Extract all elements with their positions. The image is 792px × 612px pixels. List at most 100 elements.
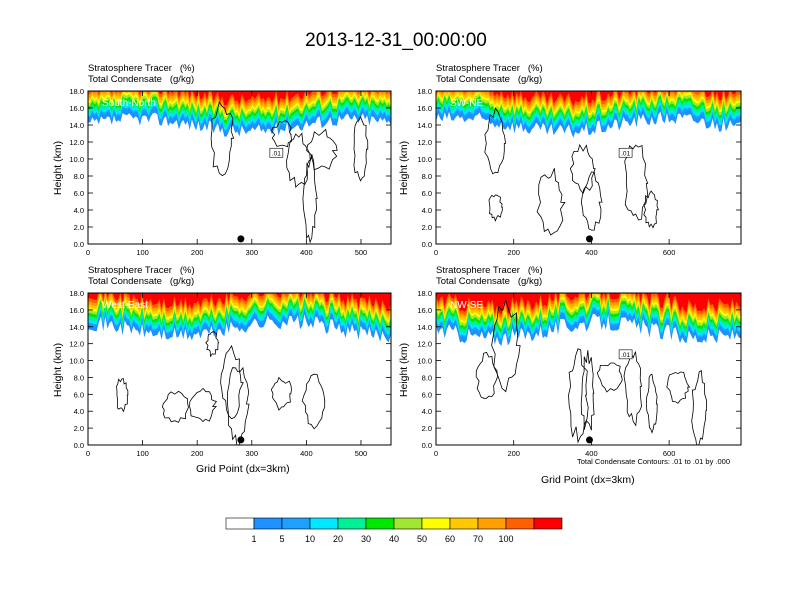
contour-label: .01 [621,352,630,359]
y-tick-label: 10.0 [417,155,432,164]
condensate-contour [624,144,649,221]
y-tick-label: 18.0 [69,87,84,96]
x-tick-label: 200 [507,248,520,257]
y-tick-label: 8.0 [74,172,84,181]
label-bar-swatch [281,517,311,530]
condensate-contour [270,376,292,411]
y-tick-label: 14.0 [417,323,432,332]
panel-1: South-North .01 0.0 2.0 4.0 6.0 8.0 10.0 12.0 14.… [69,87,392,257]
y-tick-label: 16.0 [69,104,84,113]
y-tick-label: 6.0 [422,390,432,399]
y-tick-label: 0.0 [422,240,432,249]
label-bar-swatch [365,517,395,530]
y-tick-label: 14.0 [69,323,84,332]
y-tick-label: 6.0 [74,189,84,198]
panel-sub-2: Stratosphere Tracer (%) Total Condensate … [436,63,543,85]
contour-label: .01 [621,150,630,157]
condensate-contour [484,107,507,175]
y-tick-label: 4.0 [74,206,84,215]
y-tick-label: 2.0 [74,223,84,232]
contour-label-box [618,349,633,360]
condensate-contour [569,143,596,195]
y-tick-label: 12.0 [69,340,84,349]
y-tick-label: 0.0 [74,441,84,450]
band-level-11 [88,293,391,311]
y-tick-label: 8.0 [422,373,432,382]
panel-4: NW-SE .01 0.0 2.0 4.0 6.0 8.0 10.0 12.0 14.0 16.0 1… [417,289,742,458]
y-tick-label: 14.0 [69,121,84,130]
label-bar-label: 100 [498,534,513,544]
condensate-contour [210,100,235,177]
x-tick-label: 600 [663,248,676,257]
contour-label-box [618,147,633,158]
condensate-contour [271,120,292,148]
y-tick-label: 10.0 [69,155,84,164]
y-tick-label: 8.0 [422,172,432,181]
x-tick-label: 0 [86,449,90,458]
page-title: 2013-12-31_00:00:00 [305,30,487,51]
plot-frame [435,90,742,245]
y-tick-label: 6.0 [422,189,432,198]
location-marker [585,235,593,243]
condensate-contour [691,369,708,445]
y-tick-label: 18.0 [69,289,84,298]
label-bar-swatch [421,517,451,530]
x-tick-label: 100 [136,248,149,257]
x-axis-label-3: Grid Point (dx=3km) [196,463,290,475]
section-name: West-East [102,300,148,311]
x-tick-label: 400 [585,248,598,257]
x-tick-label: 600 [663,449,676,458]
x-tick-label: 0 [434,248,438,257]
y-tick-label: 16.0 [417,104,432,113]
label-bar-swatch [533,517,563,530]
panel-2: SW-NE .01 0.0 2.0 4.0 6.0 8.0 10.0 12.0 14.0 16.0 1… [417,87,742,257]
plot-frame [87,292,392,446]
condensate-contour [205,330,220,358]
section-name: NW-SE [450,300,483,311]
band-level-11 [436,293,741,315]
condensate-contour [220,344,244,420]
y-tick-label: 18.0 [417,289,432,298]
x-tick-label: 400 [300,449,313,458]
y-tick-label: 16.0 [69,306,84,315]
section-name: SW-NE [450,98,483,109]
label-bar-label: 50 [417,534,427,544]
band-level-10 [436,293,741,319]
condensate-contour [643,190,659,229]
panel-sub-4: Stratosphere Tracer (%) Total Condensate … [436,265,543,287]
x-tick-label: 500 [355,449,368,458]
condensate-contour [226,366,250,445]
location-marker [237,235,245,243]
y-tick-label: 0.0 [422,441,432,450]
label-bar-label: 20 [333,534,343,544]
label-bar-swatch [505,517,535,530]
condensate-contour [488,194,503,222]
section-name: South-North [102,98,156,109]
x-tick-label: 200 [191,248,204,257]
label-bar-swatch [477,517,507,530]
label-bar: 1 5 10 20 30 40 50 60 70 100 [225,517,563,544]
condensate-contour [161,390,190,423]
condensate-contour [116,378,129,413]
condensate-contour [353,115,369,182]
x-axis-label-4: Grid Point (dx=3km) [541,474,635,486]
band-level-10 [88,293,391,315]
condensate-contour [623,351,642,427]
plot-frame [87,90,392,245]
label-bar-label: 60 [445,534,455,544]
x-tick-label: 400 [585,449,598,458]
y-tick-label: 2.0 [74,424,84,433]
plot-frame [435,292,742,446]
condensate-contour [301,373,326,430]
label-bar-swatch [253,517,283,530]
panel-sub-3: Stratosphere Tracer (%) Total Condensate … [88,265,195,287]
x-tick-label: 0 [434,449,438,458]
y-tick-label: 14.0 [417,121,432,130]
y-tick-label: 10.0 [417,357,432,366]
x-tick-label: 300 [246,449,259,458]
y-tick-label: 4.0 [74,407,84,416]
panel-sub-1: Stratosphere Tracer (%) Total Condensate … [88,63,195,85]
condensate-contour [645,373,658,434]
label-bar-label: 70 [473,534,483,544]
